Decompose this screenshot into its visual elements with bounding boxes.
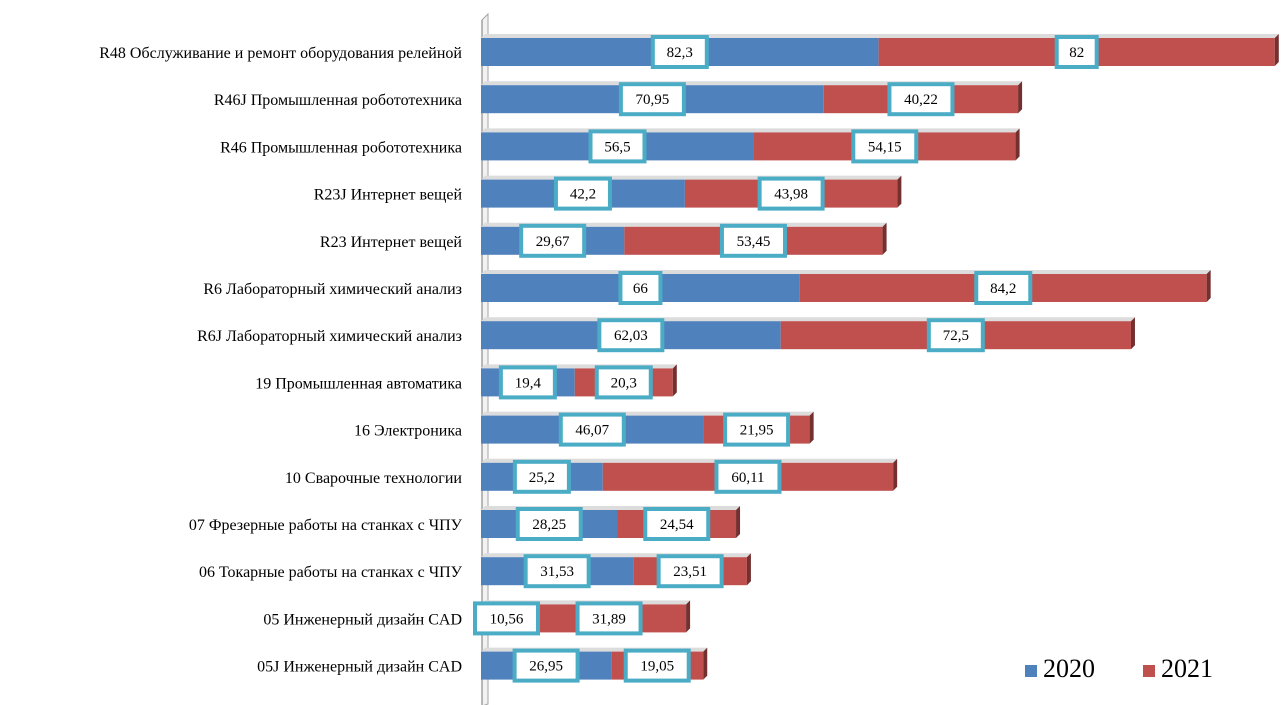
data-label-box-2021 (757, 176, 825, 211)
data-label-box-2021 (723, 412, 791, 447)
data-label-box-2021 (656, 554, 724, 589)
data-label-box-2020 (553, 176, 612, 211)
bar-side-face (809, 411, 814, 444)
data-label-box-2021 (887, 82, 955, 117)
data-label-box-2020 (618, 271, 663, 305)
bar-side-face (893, 458, 898, 491)
category-label: R46 Промышленная робототехника (220, 139, 462, 156)
category-label: R23J Интернет вещей (314, 187, 463, 204)
data-label-2021: 54,15 (868, 139, 902, 155)
category-label: R6 Лабораторный химический анализ (203, 281, 462, 298)
data-label-box-2020 (618, 82, 686, 117)
bar-side-face (1018, 81, 1023, 114)
legend-label-2020: 2020 (1043, 654, 1095, 683)
data-label-box-2020 (512, 648, 580, 683)
data-label-box-2020 (515, 507, 583, 541)
data-label-2020: 31,53 (540, 564, 574, 580)
data-label-2021: 24,54 (660, 517, 694, 533)
bar-side-face (672, 364, 677, 397)
data-label-2020: 19,4 (515, 375, 542, 391)
data-label-box-2021 (623, 648, 691, 683)
bar-top-face (481, 317, 1135, 322)
data-label-2020: 56,5 (604, 139, 630, 155)
bar-side-face (746, 553, 751, 586)
data-label-2021: 23,51 (673, 564, 707, 580)
data-label-box-2020 (498, 365, 557, 400)
category-label: R48 Обслуживание и ремонт оборудования р… (99, 45, 462, 62)
bar-side-face (1206, 270, 1211, 302)
data-label-box-2020 (650, 35, 709, 69)
data-label-2020: 66 (633, 281, 649, 297)
bar-top-face (481, 175, 902, 180)
data-label-box-2021 (594, 365, 653, 400)
data-label-box-2020 (473, 601, 541, 636)
category-label: 05J Инженерный дизайн CAD (257, 659, 462, 676)
category-label: R46J Промышленная робототехника (214, 92, 462, 109)
data-label-2020: 28,25 (532, 517, 566, 533)
category-label: R6J Лабораторный химический анализ (197, 328, 462, 345)
category-label: 19 Промышленная автоматика (255, 375, 462, 392)
bar-top-face (481, 34, 1279, 38)
data-label-box-2020 (519, 223, 587, 258)
category-label: 07 Фрезерные работы на станках с ЧПУ (189, 517, 463, 534)
legend-swatch-2020 (1025, 665, 1037, 677)
legend-swatch-2021 (1143, 665, 1155, 677)
data-label-2020: 46,07 (575, 423, 609, 439)
data-label-2021: 84,2 (990, 281, 1016, 297)
data-label-box-2020 (558, 412, 626, 447)
data-label-2021: 72,5 (943, 328, 969, 344)
bar-side-face (686, 600, 691, 633)
bar-side-face (1015, 128, 1020, 161)
data-label-box-2020 (588, 129, 647, 164)
data-label-2021: 82 (1069, 45, 1084, 61)
data-label-box-2021 (575, 601, 643, 636)
bar-side-face (1274, 34, 1279, 66)
category-label: 06 Токарные работы на станках с ЧПУ (199, 564, 463, 581)
data-label-2021: 21,95 (740, 423, 774, 439)
data-label-2020: 26,95 (529, 659, 563, 675)
data-label-box-2021 (643, 507, 711, 541)
category-label: 05 Инженерный дизайн CAD (263, 611, 462, 628)
bar-side-face (897, 175, 902, 208)
data-label-box-2020 (597, 318, 665, 353)
data-label-2020: 70,95 (636, 92, 670, 108)
bar-top-face (481, 270, 1211, 274)
data-label-box-2021 (719, 223, 787, 258)
bar-side-face (703, 647, 708, 680)
data-label-box-2021 (974, 271, 1033, 305)
category-label: R23 Интернет вещей (320, 234, 463, 251)
data-label-2021: 43,98 (774, 187, 808, 203)
data-label-box-2021 (1054, 35, 1099, 69)
legend-label-2021: 2021 (1161, 654, 1213, 683)
data-label-box-2021 (926, 318, 985, 353)
data-label-box-2020 (512, 459, 571, 494)
category-label: 10 Сварочные технологии (285, 470, 463, 487)
data-label-2020: 42,2 (570, 187, 596, 203)
data-label-2020: 29,67 (536, 234, 570, 250)
data-label-2021: 60,11 (731, 470, 764, 486)
data-label-2021: 53,45 (737, 234, 771, 250)
data-label-2020: 82,3 (667, 45, 693, 61)
data-label-2020: 10,56 (490, 611, 524, 627)
category-label: 16 Электроника (354, 423, 462, 440)
data-label-2021: 40,22 (904, 92, 938, 108)
data-label-2020: 25,2 (529, 470, 555, 486)
data-label-2021: 20,3 (611, 375, 637, 391)
data-label-2020: 62,03 (614, 328, 648, 344)
bar-top-face (481, 458, 898, 463)
bar-side-face (1130, 317, 1135, 350)
bar-side-face (882, 222, 887, 255)
data-label-box-2021 (714, 459, 782, 494)
data-label-box-2021 (851, 129, 919, 164)
bar-side-face (736, 506, 741, 538)
bar-top-face (481, 81, 1023, 86)
bar-top-face (481, 128, 1020, 133)
data-label-2021: 31,89 (592, 611, 626, 627)
data-label-2021: 19,05 (640, 659, 674, 675)
data-label-box-2020 (523, 554, 591, 589)
